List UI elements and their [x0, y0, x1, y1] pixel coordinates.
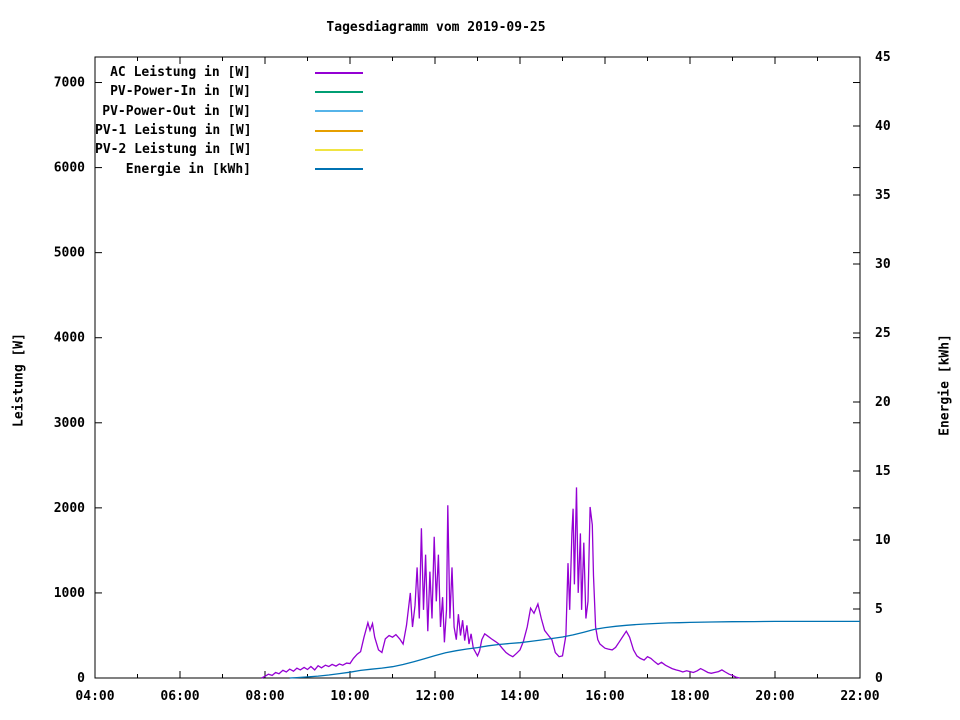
y-left-tick-label: 3000	[54, 416, 85, 431]
x-tick-label: 10:00	[330, 689, 369, 704]
legend-item: PV-Power-Out in [W]	[95, 102, 363, 121]
y-left-tick-label: 4000	[54, 331, 85, 346]
y-right-tick-label: 45	[875, 50, 891, 65]
series-line-5	[289, 620, 860, 679]
legend-item: AC Leistung in [W]	[95, 63, 363, 82]
series-line-0	[261, 487, 740, 679]
chart-title: Tagesdiagramm vom 2019-09-25	[326, 20, 546, 35]
y-right-tick-label: 30	[875, 257, 891, 272]
x-tick-label: 06:00	[160, 689, 199, 704]
legend-item: PV-Power-In in [W]	[95, 82, 363, 101]
legend-color-line	[315, 129, 363, 132]
left-axis-label: Leistung [W]	[11, 333, 27, 427]
legend-label: PV-Power-Out in [W]	[102, 103, 251, 119]
y-right-tick-label: 5	[875, 602, 883, 617]
legend-color-line	[315, 148, 363, 151]
legend-label: PV-Power-In in [W]	[110, 84, 251, 100]
y-left-tick-label: 2000	[54, 501, 85, 516]
legend-color-line	[315, 110, 363, 113]
y-left-tick-label: 5000	[54, 246, 85, 261]
y-right-tick-label: 20	[875, 395, 891, 410]
y-left-tick-label: 6000	[54, 161, 85, 176]
y-right-tick-label: 25	[875, 326, 891, 341]
y-right-tick-label: 0	[875, 671, 883, 686]
y-right-tick-label: 40	[875, 119, 891, 134]
legend-label: AC Leistung in [W]	[110, 65, 251, 81]
x-tick-label: 18:00	[670, 689, 709, 704]
x-tick-label: 04:00	[75, 689, 114, 704]
x-tick-label: 12:00	[415, 689, 454, 704]
legend-label: PV-1 Leistung in [W]	[95, 123, 252, 139]
x-tick-label: 20:00	[755, 689, 794, 704]
y-right-tick-label: 15	[875, 464, 891, 479]
legend-color-line	[315, 71, 363, 74]
y-left-tick-label: 7000	[54, 76, 85, 91]
legend-color-line	[315, 168, 363, 171]
legend-label: Energie in [kWh]	[125, 161, 251, 177]
legend-item: Energie in [kWh]	[95, 159, 363, 178]
y-right-tick-label: 35	[875, 188, 891, 203]
x-tick-label: 08:00	[245, 689, 284, 704]
x-tick-label: 16:00	[585, 689, 624, 704]
x-tick-label: 14:00	[500, 689, 539, 704]
y-right-tick-label: 10	[875, 533, 891, 548]
legend-color-line	[315, 90, 363, 93]
right-axis-label: Energie [kWh]	[937, 334, 953, 436]
y-left-tick-label: 0	[77, 671, 85, 686]
legend-label: PV-2 Leistung in [W]	[95, 142, 252, 158]
legend-item: PV-1 Leistung in [W]	[95, 121, 363, 140]
x-tick-label: 22:00	[840, 689, 879, 704]
legend: AC Leistung in [W] PV-Power-In in [W] PV…	[95, 63, 363, 179]
y-left-tick-label: 1000	[54, 586, 85, 601]
legend-item: PV-2 Leistung in [W]	[95, 140, 363, 159]
